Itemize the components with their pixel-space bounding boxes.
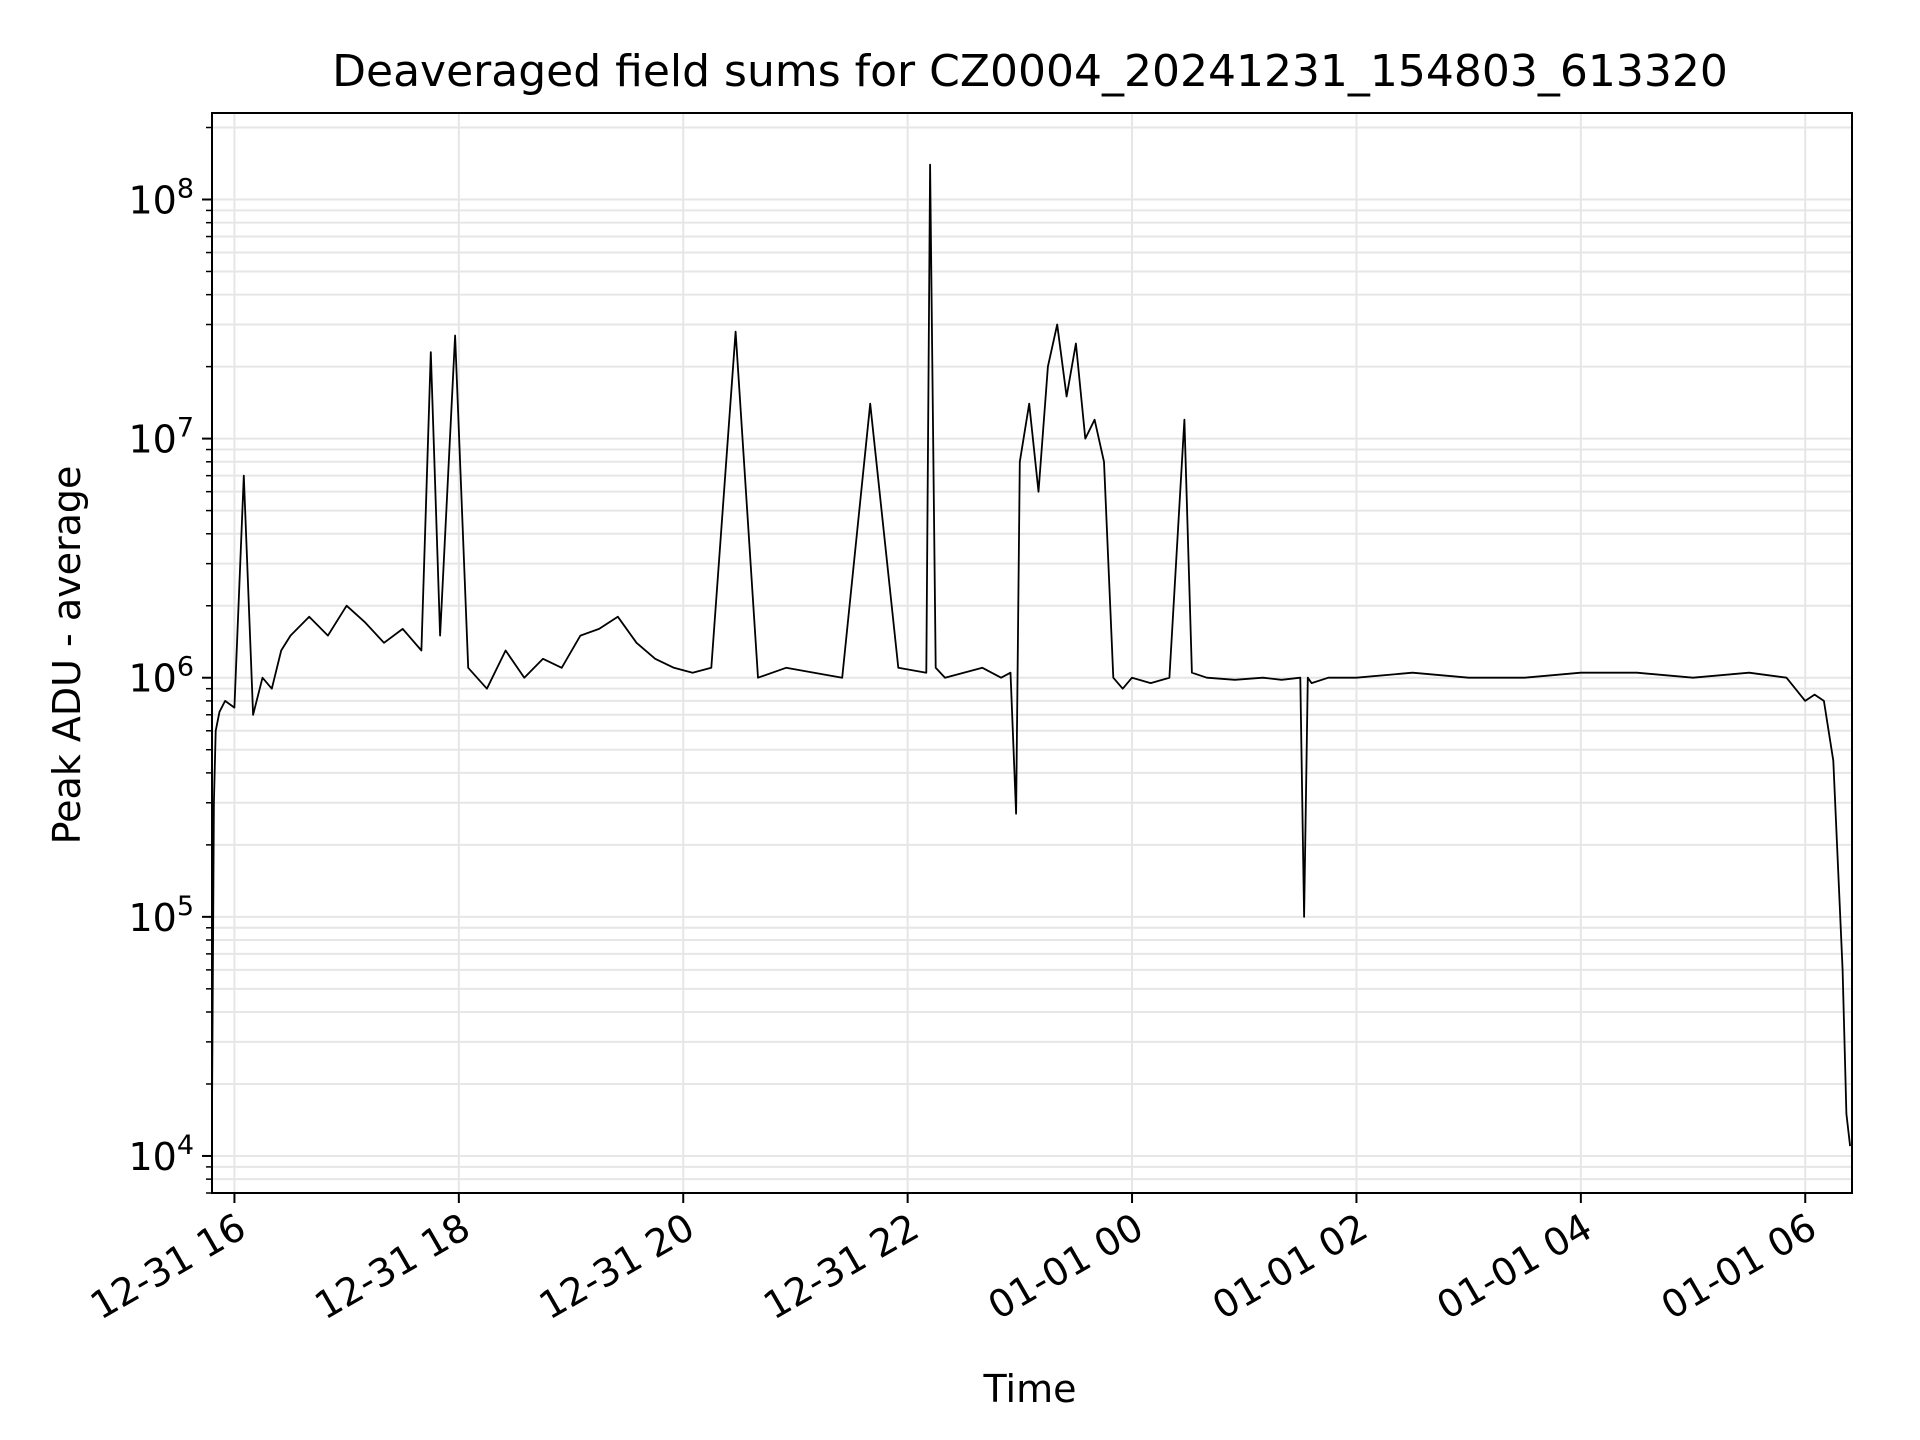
grid — [212, 113, 1852, 1194]
axes-frame — [211, 112, 1853, 1194]
plot-area — [211, 163, 1851, 1147]
x-axis-label: Time — [983, 1367, 1077, 1411]
data-series-line — [211, 163, 1851, 1147]
y-tick-label: 108 — [128, 173, 194, 222]
y-tick-label: 105 — [128, 891, 194, 940]
y-tick-label: 107 — [128, 413, 194, 462]
chart-title: Deaveraged field sums for CZ0004_2024123… — [332, 46, 1728, 97]
y-axis: 104 105 106 107 108 — [128, 126, 212, 1194]
y-axis-label: Peak ADU - average — [45, 466, 89, 845]
y-tick-label: 104 — [128, 1130, 194, 1179]
y-tick-label: 106 — [128, 652, 194, 701]
